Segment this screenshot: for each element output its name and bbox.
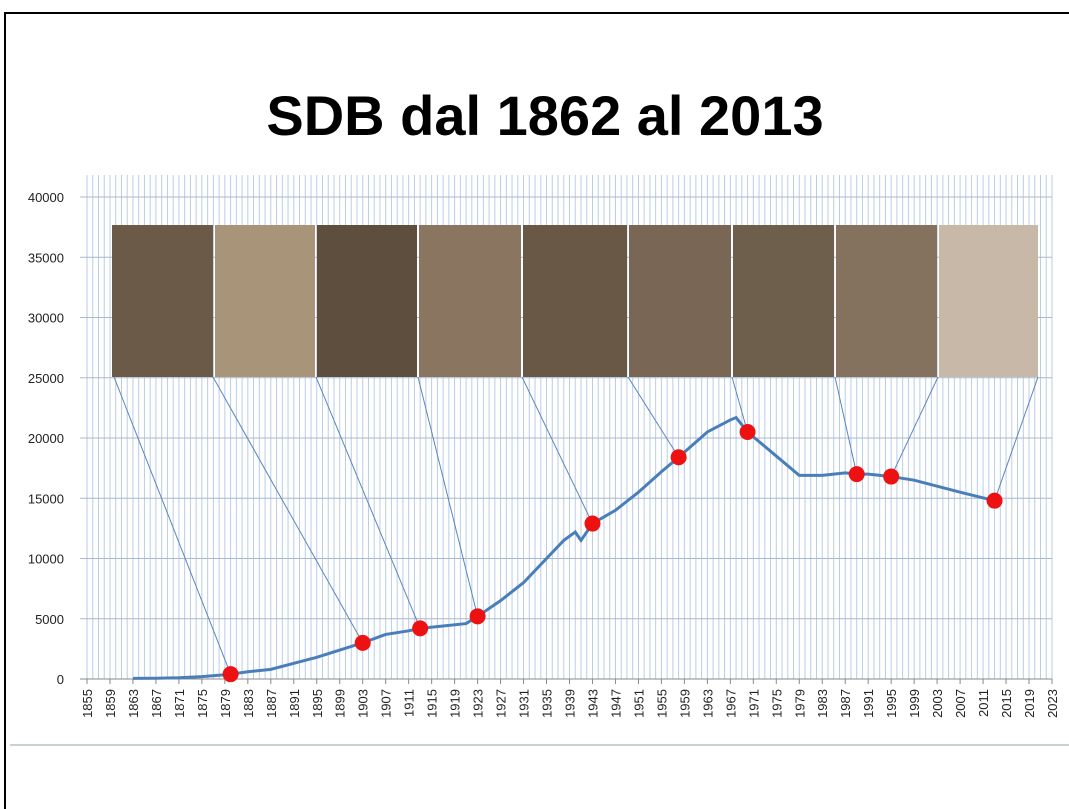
x-tick-label: 1931	[517, 689, 532, 718]
x-tick-label: 1903	[356, 689, 371, 718]
x-tick-label: 2011	[976, 689, 991, 717]
marker	[849, 466, 865, 482]
y-tick-label: 0	[57, 672, 64, 687]
x-tick-label: 1955	[654, 689, 669, 718]
portrait	[733, 225, 834, 377]
x-tick-label: 1867	[149, 689, 164, 718]
marker	[740, 424, 756, 440]
x-tick-label: 1855	[80, 689, 95, 718]
x-tick-label: 1983	[815, 689, 830, 718]
x-tick-label: 1935	[540, 689, 555, 718]
chart: SDB dal 1862 al 2013 0 5000 10000 15000 2000…	[0, 0, 1069, 809]
y-tick-label: 30000	[28, 311, 64, 326]
x-tick-label: 1875	[195, 689, 210, 718]
y-tick-label: 15000	[28, 491, 64, 506]
y-tick-label: 5000	[35, 612, 64, 627]
x-tick-label: 1915	[425, 689, 440, 718]
x-tick-label: 1919	[448, 689, 463, 718]
marker	[987, 493, 1003, 509]
x-tick-label: 1863	[126, 689, 141, 718]
marker	[412, 620, 428, 636]
x-tick-label: 1859	[103, 689, 118, 718]
portraits	[112, 225, 1038, 377]
x-tick-label: 1887	[264, 689, 279, 718]
marker	[223, 666, 239, 682]
x-tick-label: 1947	[608, 689, 623, 718]
portrait	[629, 225, 731, 377]
x-tick-label: 1939	[563, 689, 578, 718]
x-tick-label: 1979	[792, 689, 807, 718]
x-tick-label: 1959	[677, 689, 692, 718]
portrait	[419, 225, 521, 377]
x-tick-label: 1883	[241, 689, 256, 718]
x-tick-label: 1987	[838, 689, 853, 718]
x-tick-label: 1967	[723, 689, 738, 718]
y-tick-label: 20000	[28, 431, 64, 446]
x-tick-label: 2015	[999, 689, 1014, 718]
marker	[671, 449, 687, 465]
y-tick-label: 10000	[28, 552, 64, 567]
x-tick-label: 1991	[861, 689, 876, 718]
x-tick-label: 1995	[884, 689, 899, 718]
x-tick-label: 1891	[287, 689, 302, 718]
x-tick-label: 1871	[172, 689, 187, 718]
marker	[883, 469, 899, 485]
x-tick-label: 2003	[930, 689, 945, 718]
x-tick-label: 1927	[494, 689, 509, 718]
x-tick-label: 1963	[700, 689, 715, 718]
marker	[355, 635, 371, 651]
x-tick-label: 2007	[953, 689, 968, 718]
portrait	[112, 225, 213, 377]
x-tick-label: 1999	[907, 689, 922, 718]
portrait	[523, 225, 627, 377]
x-tick-label: 2023	[1045, 689, 1060, 718]
portrait	[939, 225, 1038, 377]
x-tick-label: 1923	[471, 689, 486, 718]
x-tick-label: 1975	[769, 689, 784, 718]
portrait	[836, 225, 937, 377]
x-tick-label: 2019	[1022, 689, 1037, 718]
x-tick-label: 1899	[333, 689, 348, 718]
y-tick-label: 40000	[28, 190, 64, 205]
y-tick-label: 25000	[28, 371, 64, 386]
x-tick-label: 1943	[585, 689, 600, 718]
x-tick-label: 1895	[310, 689, 325, 718]
x-tick-label: 1971	[746, 689, 761, 718]
x-tick-label: 1879	[218, 689, 233, 718]
x-tick-label: 1911	[402, 689, 417, 717]
chart-title: SDB dal 1862 al 2013	[266, 84, 823, 147]
portrait	[317, 225, 417, 377]
marker	[470, 608, 486, 624]
y-tick-label: 35000	[28, 250, 64, 265]
x-tick-label: 1951	[631, 689, 646, 718]
x-tick-label: 1907	[379, 689, 394, 718]
marker	[584, 516, 600, 532]
portrait	[215, 225, 315, 377]
